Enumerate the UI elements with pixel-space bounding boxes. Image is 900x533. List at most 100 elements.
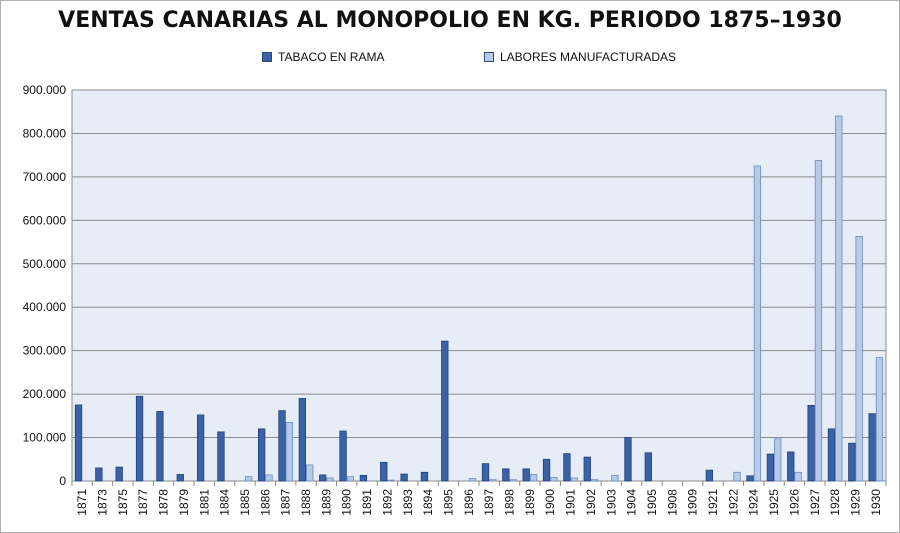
x-tick-label: 1875 [116, 489, 130, 516]
legend-swatch-series-2 [484, 52, 494, 62]
x-tick-label: 1893 [401, 489, 415, 516]
y-tick-label: 0 [59, 474, 66, 488]
bar-labores-manufacturadas [570, 477, 578, 482]
bar-labores-manufacturadas [529, 474, 538, 482]
x-tick-label: 1888 [299, 489, 313, 516]
x-tick-label: 1900 [543, 489, 557, 516]
y-tick-label: 300.000 [23, 344, 67, 358]
x-tick-label: 1892 [380, 489, 394, 516]
x-tick-label: 1926 [787, 489, 801, 516]
x-tick-label: 1925 [767, 489, 781, 516]
legend-item-series-1: TABACO EN RAMA [262, 50, 384, 64]
bar-labores-manufacturadas [387, 479, 395, 482]
x-tick-label: 1897 [482, 489, 496, 516]
x-tick-label: 1887 [279, 489, 293, 516]
bar-labores-manufacturadas [774, 438, 782, 482]
bar-tabaco-en-rama [217, 431, 225, 482]
y-tick-label: 200.000 [23, 387, 67, 401]
bar-tabaco-en-rama [502, 468, 510, 482]
bar-tabaco-en-rama [420, 471, 429, 482]
x-tick-label: 1901 [564, 489, 578, 516]
bar-labores-manufacturadas [835, 115, 843, 482]
bar-tabaco-en-rama [135, 395, 144, 482]
bar-tabaco-en-rama [827, 428, 836, 482]
x-tick-label: 1929 [848, 489, 862, 516]
x-tick-label: 1894 [421, 489, 435, 516]
x-tick-label: 1881 [197, 489, 211, 516]
bar-tabaco-en-rama [400, 473, 408, 482]
x-tick-label: 1891 [360, 489, 374, 516]
legend-item-series-2: LABORES MANUFACTURADAS [484, 50, 676, 64]
bar-tabaco-en-rama [278, 410, 286, 482]
bar-tabaco-en-rama [339, 430, 347, 482]
bar-labores-manufacturadas [814, 159, 823, 482]
bar-tabaco-en-rama [807, 405, 815, 482]
y-tick-label: 500.000 [23, 257, 67, 271]
bar-labores-manufacturadas [753, 165, 762, 482]
x-tick-label: 1927 [808, 489, 822, 516]
bar-labores-manufacturadas [285, 421, 293, 482]
x-tick-label: 1909 [686, 489, 700, 516]
y-tick-label: 400.000 [23, 300, 67, 314]
y-tick-label: 100.000 [23, 431, 67, 445]
bar-tabaco-en-rama [787, 451, 795, 482]
bar-tabaco-en-rama [746, 475, 754, 482]
bar-labores-manufacturadas [733, 471, 741, 482]
x-tick-label: 1873 [96, 489, 110, 516]
bar-tabaco-en-rama [624, 437, 632, 482]
plot-area [71, 89, 887, 482]
x-tick-label: 1884 [218, 489, 232, 516]
x-tick-label: 1905 [645, 489, 659, 516]
legend-swatch-series-1 [262, 52, 272, 62]
x-tick-label: 1924 [747, 489, 761, 516]
bar-tabaco-en-rama [319, 474, 327, 482]
x-tick-label: 1890 [340, 489, 354, 516]
bar-tabaco-en-rama [583, 456, 591, 482]
x-tick-label: 1896 [462, 489, 476, 516]
x-tick-label: 1908 [665, 489, 679, 516]
x-tick-label: 1922 [726, 489, 740, 516]
bar-tabaco-en-rama [766, 453, 775, 482]
x-tick-label: 1871 [75, 489, 89, 516]
bar-tabaco-en-rama [868, 413, 876, 482]
bar-tabaco-en-rama [563, 453, 571, 482]
x-tick-label: 1886 [258, 489, 272, 516]
x-tick-label: 1885 [238, 489, 252, 516]
bar-labores-manufacturadas [244, 476, 253, 482]
legend-label-series-1: TABACO EN RAMA [278, 50, 385, 64]
y-tick-label: 700.000 [23, 170, 67, 184]
x-tick-label: 1904 [625, 489, 639, 516]
bar-tabaco-en-rama [95, 467, 103, 482]
x-tick-label: 1903 [604, 489, 618, 516]
x-tick-label: 1928 [828, 489, 842, 516]
chart-legend: TABACO EN RAMA LABORES MANUFACTURADAS [0, 50, 900, 66]
bar-labores-manufacturadas [489, 479, 497, 482]
bar-tabaco-en-rama [74, 404, 83, 482]
x-tick-label: 1930 [869, 489, 883, 516]
bar-tabaco-en-rama [359, 474, 368, 482]
bar-tabaco-en-rama [848, 442, 856, 482]
chart-title: VENTAS CANARIAS AL MONOPOLIO EN KG. PERI… [58, 8, 842, 33]
bar-tabaco-en-rama [298, 398, 307, 482]
y-tick-label: 600.000 [23, 213, 67, 227]
x-tick-label: 1879 [177, 489, 191, 516]
bar-tabaco-en-rama [258, 428, 266, 482]
bar-labores-manufacturadas [590, 479, 599, 482]
x-tick-label: 1878 [157, 489, 171, 516]
x-tick-label: 1902 [584, 489, 598, 516]
bar-tabaco-en-rama [196, 414, 205, 482]
bar-labores-manufacturadas [265, 474, 273, 482]
bar-labores-manufacturadas [509, 479, 517, 482]
bar-labores-manufacturadas [550, 477, 558, 482]
bar-labores-manufacturadas [611, 474, 619, 482]
bar-tabaco-en-rama [380, 461, 388, 482]
x-tick-label: 1889 [319, 489, 333, 516]
x-tick-label: 1877 [136, 489, 150, 516]
bar-tabaco-en-rama [705, 469, 714, 482]
bar-tabaco-en-rama [441, 340, 449, 482]
bar-labores-manufacturadas [346, 476, 355, 482]
bar-tabaco-en-rama [522, 468, 530, 482]
bar-tabaco-en-rama [644, 452, 652, 482]
legend-label-series-2: LABORES MANUFACTURADAS [500, 50, 677, 64]
bar-labores-manufacturadas [468, 477, 477, 482]
